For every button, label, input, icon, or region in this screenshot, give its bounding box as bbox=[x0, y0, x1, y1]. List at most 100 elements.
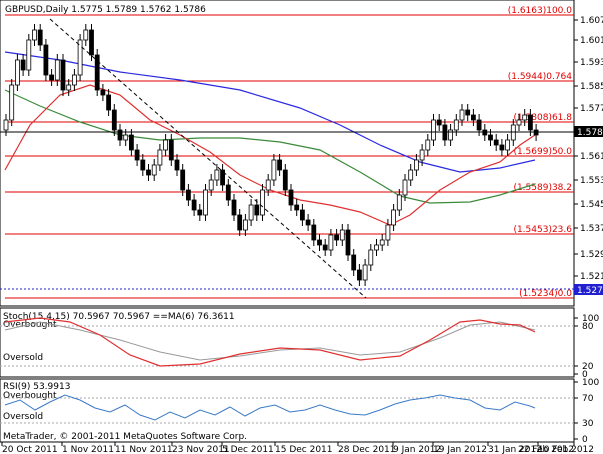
candle-body bbox=[488, 134, 493, 141]
candle-body bbox=[277, 159, 283, 171]
stoch-tick-label: 0 bbox=[582, 370, 588, 380]
stoch-signal-line bbox=[4, 321, 536, 361]
stoch-panel[interactable] bbox=[0, 307, 575, 378]
date-label: 28 Dec 2011 bbox=[338, 445, 396, 454]
stoch-tick-label: 80 bbox=[582, 322, 594, 332]
ma-green-line bbox=[4, 89, 536, 204]
candle-body bbox=[146, 169, 151, 176]
candle-body bbox=[322, 244, 328, 251]
candle-body bbox=[117, 129, 123, 141]
candle-body bbox=[49, 74, 54, 81]
date-label: 5 Dec 2011 bbox=[222, 445, 274, 454]
candle-body bbox=[431, 119, 436, 141]
candle-body bbox=[528, 114, 533, 131]
candle-body bbox=[339, 229, 345, 241]
candle-body bbox=[242, 219, 248, 231]
candle-body bbox=[305, 219, 311, 226]
candle-body bbox=[436, 119, 442, 126]
candle-body bbox=[100, 89, 106, 96]
date-label: 19 Jan 2012 bbox=[433, 445, 487, 454]
price-axis: 1.60751.60151.59351.58551.57751.56951.56… bbox=[0, 16, 603, 296]
candle-body bbox=[271, 159, 277, 181]
fib-label: (1.5944)0.764 bbox=[508, 72, 573, 82]
candle-body bbox=[328, 234, 334, 251]
candle-body bbox=[157, 149, 163, 166]
candle-body bbox=[9, 84, 15, 121]
fib-label: (1.5699)50.0 bbox=[513, 147, 572, 157]
price-tick-label: 1.6075 bbox=[580, 16, 603, 26]
stoch-main-line bbox=[4, 317, 536, 367]
candle-body bbox=[288, 189, 294, 206]
candle-body bbox=[499, 144, 505, 151]
rsi-line bbox=[4, 394, 536, 421]
price-tick-label: 1.5295 bbox=[580, 250, 603, 260]
candle-body bbox=[43, 44, 49, 76]
candle-body bbox=[54, 59, 60, 81]
price-tick-label: 1.5775 bbox=[580, 104, 603, 114]
candle-body bbox=[374, 244, 379, 251]
candle-body bbox=[419, 149, 425, 161]
candle-body bbox=[299, 209, 305, 221]
candle-body bbox=[448, 129, 454, 141]
fib-label: (1.6163)100.0 bbox=[508, 6, 573, 16]
fib-label: (1.5234)0.0 bbox=[519, 289, 572, 299]
rsi-overbought-label: Overbought bbox=[3, 391, 57, 401]
stoch-oversold-label: Oversold bbox=[3, 353, 43, 363]
fibonacci-trendline[interactable] bbox=[49, 18, 367, 299]
price-tick-label: 1.5615 bbox=[580, 152, 603, 162]
date-label: 22 Feb 2012 bbox=[518, 445, 574, 454]
candle-body bbox=[203, 189, 208, 216]
price-panel[interactable] bbox=[0, 0, 575, 307]
date-label: 9 Jan 2012 bbox=[393, 445, 441, 454]
rsi-title: RSI(9) 53.9913 bbox=[3, 382, 70, 392]
fib-label: (1.5808)61.8 bbox=[513, 113, 572, 123]
candle-body bbox=[66, 84, 72, 91]
date-label: 23 Nov 2011 bbox=[172, 445, 230, 454]
candle-body bbox=[3, 119, 9, 131]
price-tick-label: 1.5455 bbox=[580, 200, 603, 210]
candle-body bbox=[516, 119, 522, 126]
candle-body bbox=[476, 119, 482, 131]
date-axis: 20 Oct 2011 1 Nov 2011 11 Nov 2011 23 Nov 2… bbox=[1, 442, 594, 454]
candle-body bbox=[408, 169, 414, 181]
candle-body bbox=[94, 54, 100, 91]
candle-body bbox=[174, 159, 180, 171]
candle-body bbox=[356, 269, 362, 281]
candle-body bbox=[37, 29, 43, 46]
rsi-oversold-label: Oversold bbox=[3, 412, 43, 422]
candle-body bbox=[26, 39, 32, 71]
candle-body bbox=[385, 224, 391, 241]
rsi-tick-label: 30 bbox=[582, 419, 594, 429]
fibonacci-levels: (1.6163)100.0 (1.5944)0.764 (1.5808)61.8 (1… bbox=[5, 6, 574, 299]
stoch-overbought-label: Overbought bbox=[3, 320, 57, 330]
rsi-tick-label: 70 bbox=[582, 394, 594, 404]
candle-body bbox=[351, 254, 357, 271]
blue-price-label: 1.5272 bbox=[577, 286, 603, 296]
candle-body bbox=[134, 149, 140, 161]
fib-label: (1.5453)23.6 bbox=[513, 225, 572, 235]
date-label: 10 Feb 2012 bbox=[538, 445, 594, 454]
candle-body bbox=[459, 109, 465, 121]
candle-body bbox=[60, 59, 66, 91]
candles bbox=[3, 24, 539, 286]
candle-body bbox=[379, 239, 385, 246]
stoch-tick-label: 100 bbox=[582, 314, 599, 324]
price-tick-label: 1.5375 bbox=[580, 224, 603, 234]
candle-body bbox=[14, 59, 20, 86]
candle-body bbox=[522, 114, 528, 121]
candle-body bbox=[505, 139, 511, 151]
rsi-lines: 100 70 30 0 bbox=[0, 378, 599, 445]
candle-body bbox=[231, 199, 237, 216]
candle-body bbox=[282, 169, 288, 191]
candle-body bbox=[465, 109, 471, 116]
candle-body bbox=[362, 264, 368, 281]
copyright-text: MetaTrader, © 2001-2011 MetaQuotes Softw… bbox=[3, 432, 247, 442]
date-label: 31 Jan 2012 bbox=[488, 445, 542, 454]
candle-body bbox=[163, 139, 169, 151]
candle-body bbox=[20, 59, 26, 71]
rsi-tick-label: 100 bbox=[582, 378, 599, 388]
candle-body bbox=[260, 189, 265, 216]
candle-body bbox=[197, 209, 203, 216]
